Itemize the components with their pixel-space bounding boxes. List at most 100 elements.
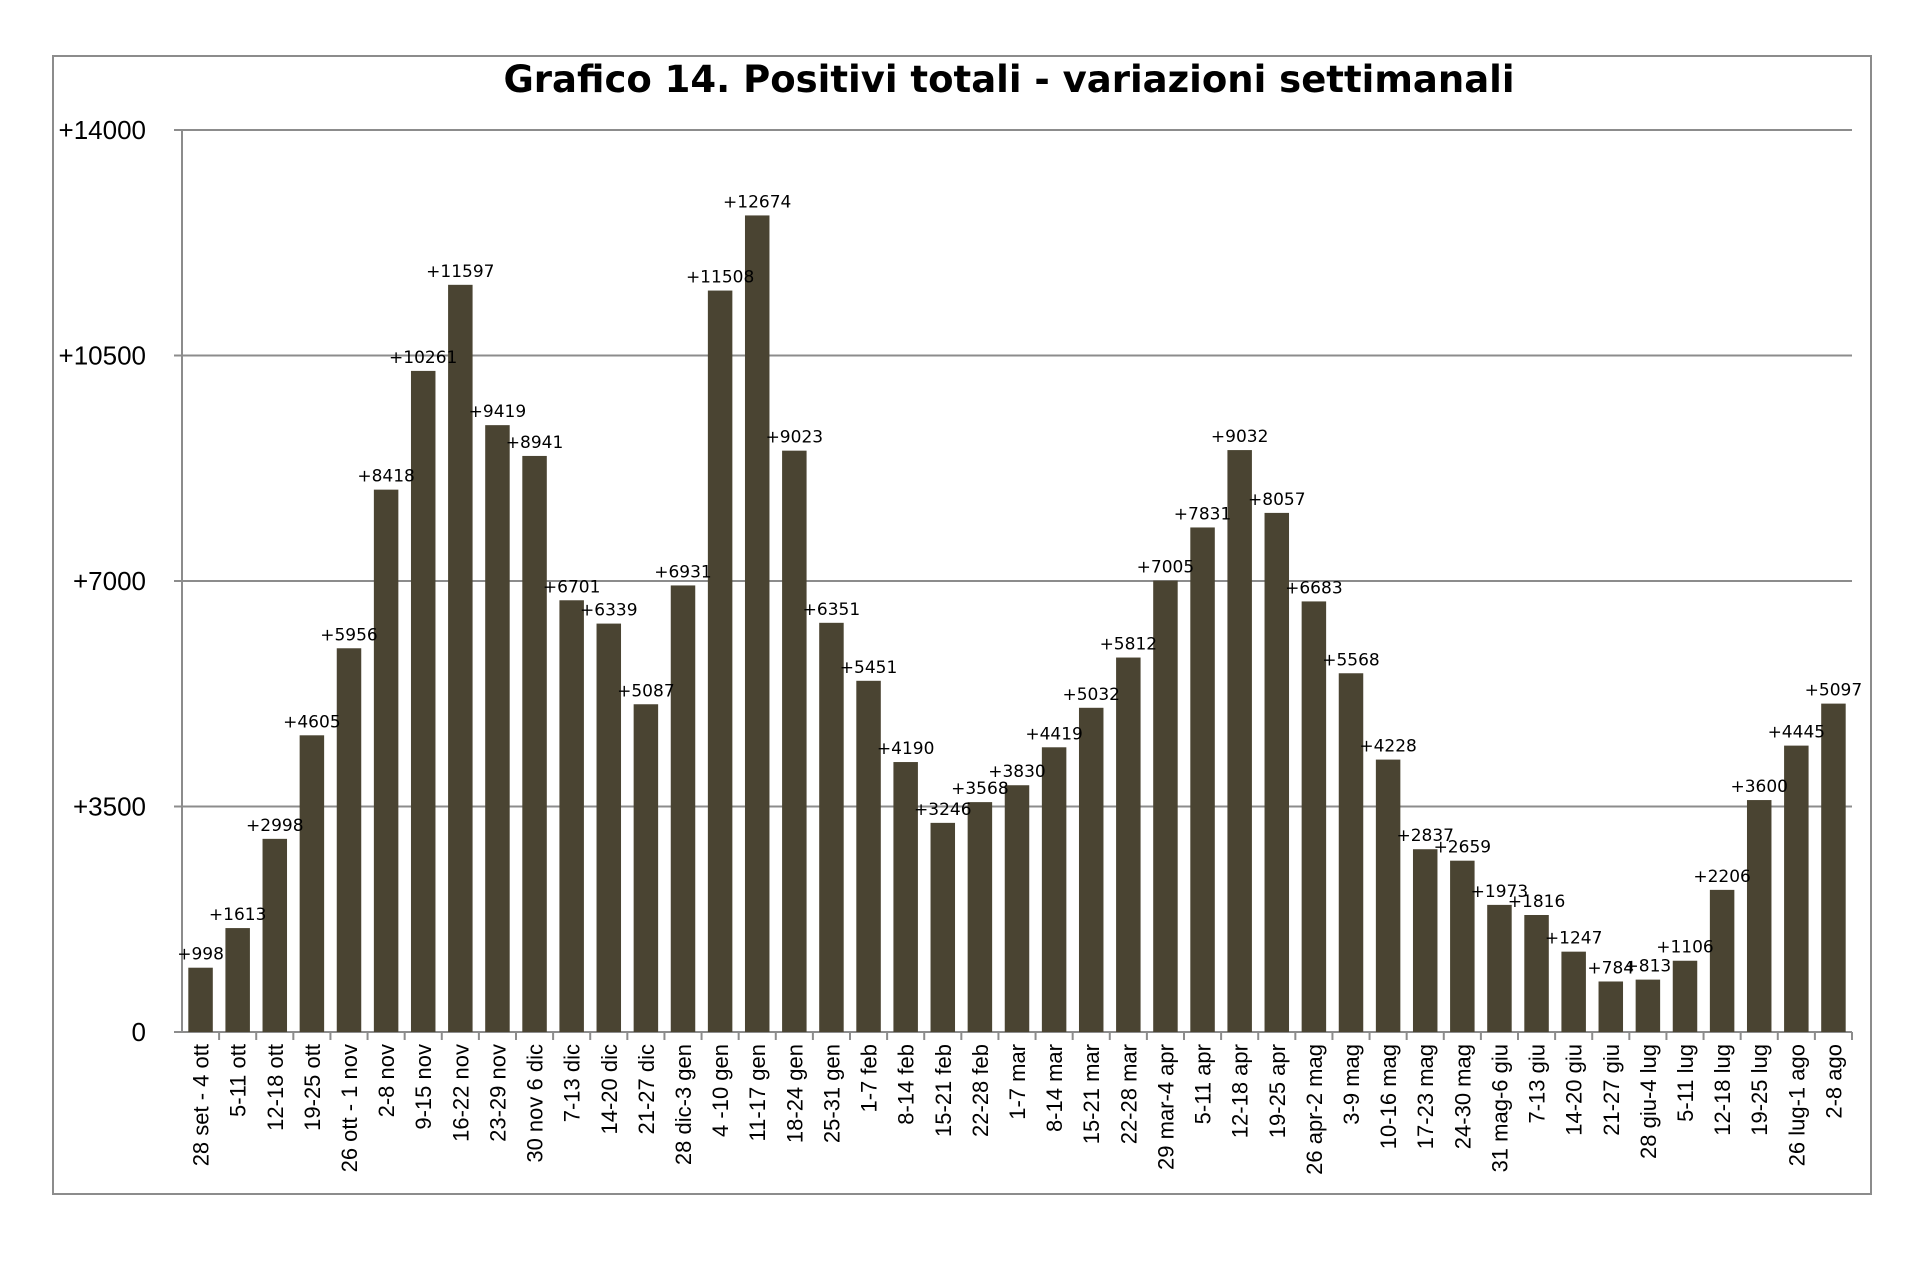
bar: [1041, 747, 1067, 1032]
bar: [1784, 745, 1809, 1032]
data-label: +6351: [803, 600, 861, 620]
data-label: +4419: [1025, 724, 1083, 744]
bar: [559, 600, 584, 1032]
x-tick-label: 19-25 ott: [300, 1044, 325, 1131]
data-label: +8418: [357, 467, 415, 487]
data-label: +5451: [840, 658, 898, 678]
x-tick-label: 14-20 giu: [1562, 1044, 1587, 1136]
bar: [967, 802, 993, 1032]
data-label: +9419: [469, 402, 527, 422]
bar: [633, 704, 659, 1032]
data-label: +1613: [209, 905, 267, 925]
data-label: +1816: [1508, 892, 1566, 912]
bar: [1561, 951, 1586, 1032]
y-tick-labels: 0 +3500 +7000 +10500 +14000: [59, 115, 146, 1047]
data-label: +9032: [1211, 427, 1269, 447]
bar: [1338, 673, 1364, 1032]
data-label: +6683: [1285, 578, 1343, 598]
y-tick-label: +14000: [59, 115, 146, 145]
x-tick-label: 2-8 ago: [1821, 1044, 1846, 1119]
bar: [893, 762, 918, 1032]
x-tick-labels: 28 set - 4 ott 5-11 ott 12-18 ott 19-25 ott…: [189, 1044, 1847, 1175]
x-tick-label: 25-31 gen: [819, 1044, 844, 1143]
data-label: +1247: [1545, 929, 1603, 949]
bar: [1375, 759, 1401, 1032]
data-label: +6701: [543, 577, 601, 597]
x-tick-label: 12-18 apr: [1228, 1044, 1253, 1138]
x-tick-label: 7-13 dic: [560, 1044, 585, 1122]
x-tick-label: 1-7 feb: [857, 1044, 882, 1113]
x-tick-label: 19-25 apr: [1265, 1044, 1290, 1138]
bar: [1153, 580, 1178, 1032]
x-tick-label: 7-13 giu: [1525, 1044, 1550, 1124]
bar: [448, 284, 473, 1032]
data-label: +2659: [1434, 838, 1492, 858]
data-labels: +998 +1613 +2998 +4605 +5956 +8418 +10261 +1159…: [177, 192, 1862, 978]
data-label: +11508: [686, 268, 754, 288]
bar: [225, 928, 250, 1032]
bar: [1301, 601, 1327, 1032]
data-label: +10261: [389, 348, 457, 368]
bar: [1190, 527, 1215, 1032]
bar: [1412, 849, 1438, 1032]
bar: [782, 450, 807, 1032]
x-tick-label: 5-11 ott: [226, 1044, 251, 1117]
x-tick-label: 22-28 feb: [968, 1044, 993, 1137]
x-tick-label: 23-29 nov: [485, 1044, 510, 1142]
x-tick-label: 21-27 dic: [634, 1044, 659, 1135]
x-tick-label: 5-11 apr: [1191, 1044, 1216, 1124]
data-label: +9023: [766, 428, 824, 448]
data-label: +5956: [320, 625, 378, 645]
bar: [1487, 904, 1512, 1032]
x-tick-label: 28 set - 4 ott: [189, 1044, 214, 1166]
data-label: +3246: [914, 800, 972, 820]
data-label: +5087: [617, 681, 675, 701]
data-label: +4228: [1359, 737, 1417, 757]
x-tick-label: 24-30 mag: [1450, 1044, 1475, 1149]
data-label: +2837: [1396, 826, 1454, 846]
data-label: +1106: [1656, 938, 1714, 958]
bar: [856, 680, 881, 1032]
bar: [1227, 450, 1252, 1032]
bar: [1672, 960, 1698, 1032]
x-tick-label: 15-21 feb: [931, 1044, 956, 1137]
data-label: +4605: [283, 712, 341, 732]
x-tick-label: 8-14 mar: [1042, 1044, 1067, 1132]
x-tick-label: 12-18 lug: [1710, 1044, 1735, 1136]
data-label: +7005: [1137, 558, 1195, 578]
data-label: +2206: [1693, 867, 1751, 887]
bar: [707, 290, 733, 1032]
chart-title: Grafico 14. Positivi totali - variazioni…: [503, 58, 1515, 101]
y-tick-label: +7000: [73, 566, 146, 596]
x-tick-label: 26 ott - 1 nov: [337, 1044, 362, 1172]
data-label: +8941: [506, 433, 564, 453]
data-label: +6931: [654, 562, 712, 582]
x-tick-label: 22-28 mar: [1116, 1044, 1141, 1144]
x-tick-label: 10-16 mag: [1376, 1044, 1401, 1149]
data-label: +3568: [951, 779, 1009, 799]
y-tick-label: +3500: [73, 792, 146, 822]
x-tick-label: 29 mar-4 apr: [1153, 1044, 1178, 1170]
data-label: +7831: [1174, 504, 1232, 524]
x-tick-label: 18-24 gen: [782, 1044, 807, 1143]
bar: [1116, 657, 1141, 1032]
x-tick-label: 28 dic-3 gen: [671, 1044, 696, 1165]
x-tick-label: 30 nov 6 dic: [523, 1044, 548, 1163]
bar: [1598, 981, 1624, 1032]
data-label: +5032: [1062, 685, 1120, 705]
x-tick-label: 26 apr-2 mag: [1302, 1044, 1327, 1175]
bar: [299, 735, 325, 1032]
data-label: +12674: [723, 192, 791, 212]
data-label: +998: [177, 945, 224, 965]
data-label: +11597: [426, 262, 494, 282]
x-tick-label: 17-23 mag: [1413, 1044, 1438, 1149]
x-tick-label: 4 -10 gen: [708, 1044, 733, 1137]
bar: [522, 455, 547, 1032]
bar: [1078, 707, 1104, 1032]
bar: [1709, 889, 1735, 1032]
bars: [188, 215, 1846, 1033]
bar: [1821, 703, 1846, 1032]
bar: [1746, 800, 1772, 1032]
bar: [670, 585, 696, 1032]
x-tick-label: 5-11 lug: [1673, 1044, 1698, 1122]
